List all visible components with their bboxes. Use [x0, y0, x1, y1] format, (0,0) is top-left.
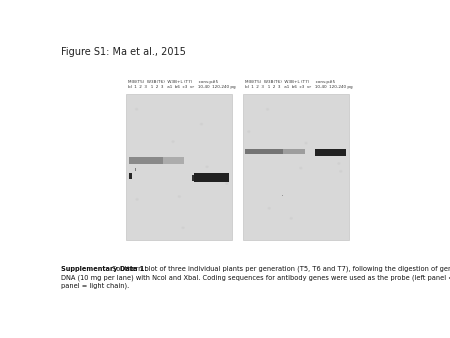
- Circle shape: [135, 108, 138, 110]
- Bar: [315, 149, 346, 156]
- Bar: [126, 94, 232, 240]
- Bar: [129, 157, 163, 164]
- Text: Southern blot of three individual plants per generation (T5, T6 and T7), followi: Southern blot of three individual plants…: [110, 266, 450, 272]
- Circle shape: [225, 183, 228, 184]
- Circle shape: [305, 142, 307, 144]
- Circle shape: [300, 167, 302, 169]
- Bar: [243, 94, 349, 240]
- Text: bl  1  2  3   1  2  3   a1  b6  c3  vr   10-40  120-240 pg: bl 1 2 3 1 2 3 a1 b6 c3 vr 10-40 120-240…: [128, 85, 235, 89]
- Text: M(B(T5)  W3B(T6)  W3B+L (T7)     conv.p#5: M(B(T5) W3B(T6) W3B+L (T7) conv.p#5: [245, 80, 335, 84]
- Circle shape: [338, 163, 340, 164]
- Circle shape: [266, 108, 269, 110]
- Circle shape: [172, 141, 174, 142]
- Text: bl  1  2  3   1  2  3   a1  b6  c3  vr   10-40  120-240 pg: bl 1 2 3 1 2 3 a1 b6 c3 vr 10-40 120-240…: [245, 85, 352, 89]
- Text: panel = light chain).: panel = light chain).: [62, 283, 130, 289]
- Circle shape: [290, 218, 292, 219]
- Circle shape: [136, 198, 138, 200]
- Bar: [135, 168, 136, 171]
- Bar: [192, 175, 194, 182]
- Circle shape: [340, 171, 342, 172]
- Bar: [129, 173, 132, 179]
- Bar: [194, 173, 229, 182]
- Circle shape: [200, 123, 202, 125]
- Bar: [246, 149, 305, 154]
- Text: Figure S1: Ma et al., 2015: Figure S1: Ma et al., 2015: [62, 47, 186, 57]
- Text: Supplementary Data 1:: Supplementary Data 1:: [62, 266, 148, 272]
- Circle shape: [178, 196, 180, 197]
- Text: DNA (10 mg per lane) with NcoI and XbaI. Coding sequences for antibody genes wer: DNA (10 mg per lane) with NcoI and XbaI.…: [62, 274, 450, 281]
- Circle shape: [206, 166, 208, 168]
- Circle shape: [248, 131, 250, 132]
- Bar: [129, 157, 184, 164]
- Circle shape: [268, 208, 270, 209]
- Text: M(B(T5)  W3B(T6)  W3B+L (T7)     conv.p#5: M(B(T5) W3B(T6) W3B+L (T7) conv.p#5: [128, 80, 218, 84]
- Circle shape: [182, 227, 184, 228]
- Bar: [246, 149, 283, 154]
